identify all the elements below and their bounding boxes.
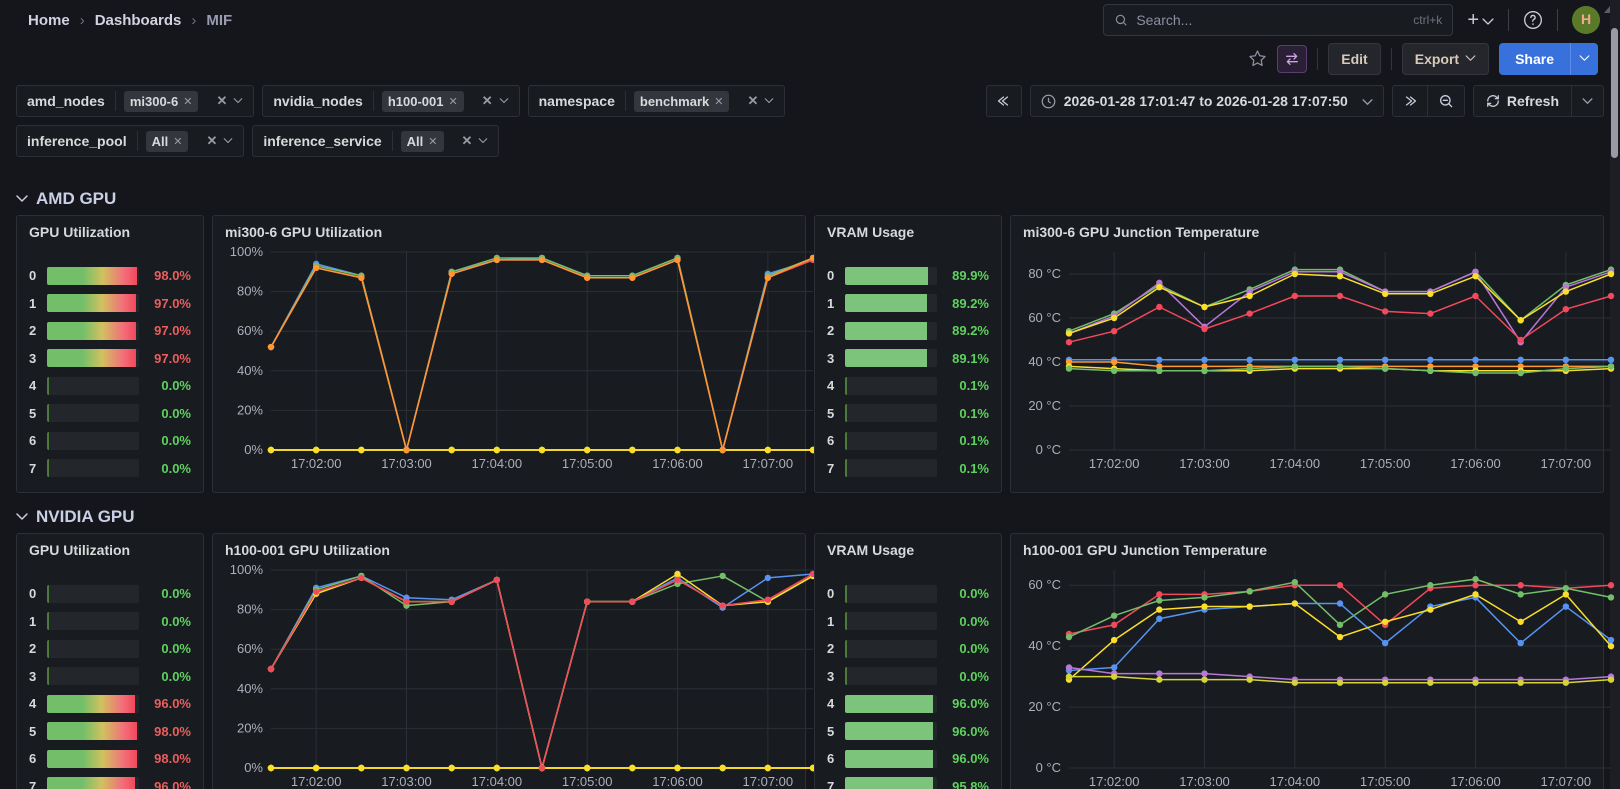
svg-text:0%: 0% (244, 760, 263, 775)
svg-text:17:04:00: 17:04:00 (1270, 456, 1321, 471)
svg-text:17:02:00: 17:02:00 (291, 456, 342, 471)
svg-text:17:05:00: 17:05:00 (562, 774, 613, 789)
svg-text:17:07:00: 17:07:00 (743, 774, 794, 789)
svg-text:40%: 40% (237, 681, 263, 696)
svg-text:20 °C: 20 °C (1028, 699, 1061, 714)
svg-text:100%: 100% (230, 246, 264, 259)
svg-text:80%: 80% (237, 602, 263, 617)
svg-text:0%: 0% (244, 442, 263, 457)
svg-text:60 °C: 60 °C (1028, 310, 1061, 325)
svg-text:60 °C: 60 °C (1028, 577, 1061, 592)
svg-text:17:05:00: 17:05:00 (562, 456, 613, 471)
svg-text:17:07:00: 17:07:00 (1541, 774, 1592, 789)
svg-text:17:07:00: 17:07:00 (743, 456, 794, 471)
svg-text:H: H (1581, 11, 1591, 27)
svg-text:100%: 100% (230, 564, 264, 577)
svg-text:17:06:00: 17:06:00 (1450, 774, 1501, 789)
svg-text:20 °C: 20 °C (1028, 398, 1061, 413)
svg-text:17:07:00: 17:07:00 (1541, 456, 1592, 471)
svg-text:17:04:00: 17:04:00 (472, 774, 523, 789)
svg-text:20%: 20% (237, 720, 263, 735)
svg-text:17:02:00: 17:02:00 (1089, 774, 1140, 789)
svg-text:40 °C: 40 °C (1028, 354, 1061, 369)
svg-text:0 °C: 0 °C (1036, 760, 1061, 775)
svg-text:60%: 60% (237, 641, 263, 656)
svg-text:60%: 60% (237, 323, 263, 338)
svg-text:0 °C: 0 °C (1036, 442, 1061, 457)
svg-text:17:06:00: 17:06:00 (652, 774, 703, 789)
svg-text:80%: 80% (237, 284, 263, 299)
svg-text:17:03:00: 17:03:00 (1179, 774, 1230, 789)
svg-text:17:02:00: 17:02:00 (291, 774, 342, 789)
svg-text:17:06:00: 17:06:00 (1450, 456, 1501, 471)
svg-text:80 °C: 80 °C (1028, 266, 1061, 281)
svg-text:17:05:00: 17:05:00 (1360, 774, 1411, 789)
svg-text:17:02:00: 17:02:00 (1089, 456, 1140, 471)
svg-text:40%: 40% (237, 363, 263, 378)
svg-text:17:04:00: 17:04:00 (472, 456, 523, 471)
svg-text:17:03:00: 17:03:00 (1179, 456, 1230, 471)
svg-text:40 °C: 40 °C (1028, 638, 1061, 653)
svg-text:17:03:00: 17:03:00 (381, 456, 432, 471)
svg-text:20%: 20% (237, 402, 263, 417)
svg-text:17:06:00: 17:06:00 (652, 456, 703, 471)
svg-text:17:05:00: 17:05:00 (1360, 456, 1411, 471)
svg-text:17:03:00: 17:03:00 (381, 774, 432, 789)
svg-text:17:04:00: 17:04:00 (1270, 774, 1321, 789)
